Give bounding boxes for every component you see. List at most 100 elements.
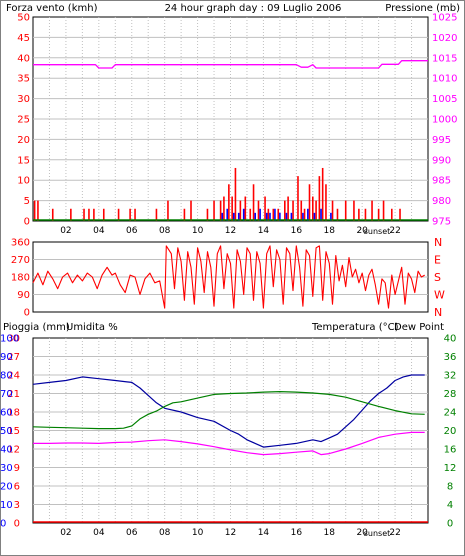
pressure-axis-tick: 985 [432, 176, 451, 187]
temperature-axis-tick: 4 [447, 500, 453, 511]
humidity-axis-title: Umidita % [66, 322, 118, 333]
pressure-axis-tick: 1025 [432, 13, 457, 24]
x-tick-label: 16 [291, 226, 303, 236]
rain-axis-tick: 6 [14, 482, 20, 493]
rain-axis-tick: 27 [7, 352, 20, 363]
pressure-axis-tick: 990 [432, 155, 451, 166]
direction-axis-tick: 270 [11, 255, 30, 266]
rain-axis-tick: 9 [14, 463, 20, 474]
pressure-axis-tick: 1000 [432, 115, 457, 126]
sunset-label: sunset [364, 529, 391, 538]
rain-axis-tick: 0 [14, 519, 20, 530]
temperature-axis-tick: 0 [447, 519, 453, 530]
temperature-axis-tick: 16 [444, 445, 457, 456]
temperature-axis-tick: 40 [444, 334, 457, 345]
x-tick-label: 08 [159, 528, 171, 538]
compass-label: N [434, 236, 442, 249]
compass-label: W [434, 289, 445, 302]
x-tick-label: 18 [324, 226, 336, 236]
pressure-line [33, 60, 428, 69]
x-tick-label: 18 [324, 528, 336, 538]
sunset-label: sunset [364, 227, 391, 236]
pressure-axis-tick: 975 [432, 217, 451, 228]
wind-axis-tick: 45 [17, 33, 30, 44]
humidity-axis-tick: 30 [0, 463, 13, 474]
humidity-axis-tick: 40 [0, 445, 13, 456]
x-tick-label: 14 [258, 528, 270, 538]
wind-axis-tick: 50 [17, 13, 30, 24]
x-tick-label: 04 [93, 226, 105, 236]
pressure-axis-tick: 980 [432, 196, 451, 207]
dewpoint-line [33, 431, 425, 456]
direction-axis-tick: 360 [11, 238, 30, 249]
x-tick-label: 22 [389, 226, 400, 236]
humidity-axis-tick: 20 [0, 482, 13, 493]
wind-axis-tick: 10 [17, 176, 30, 187]
humidity-line [32, 374, 425, 448]
temperature-axis-title: Temperatura (°C) [311, 322, 399, 333]
rain-axis-tick: 18 [7, 408, 20, 419]
temperature-axis-tick: 28 [444, 389, 457, 400]
compass-label: S [434, 271, 441, 284]
wind-axis-tick: 15 [17, 155, 30, 166]
x-tick-label: 16 [291, 528, 303, 538]
x-tick-label: 14 [258, 226, 270, 236]
wind-axis-tick: 30 [17, 94, 30, 105]
wind-axis-tick: 25 [17, 115, 30, 126]
direction-axis-tick: 180 [11, 273, 30, 284]
temperature-axis-tick: 24 [444, 408, 457, 419]
temperature-line [32, 391, 425, 430]
humidity-axis-tick: 70 [0, 389, 13, 400]
wind-axis-tick: 0 [24, 217, 30, 228]
temperature-axis-tick: 32 [444, 371, 457, 382]
x-tick-label: 20 [356, 528, 368, 538]
rain-axis-tick: 30 [7, 334, 20, 345]
x-tick-label: 22 [389, 528, 400, 538]
x-tick-label: 04 [93, 528, 105, 538]
humidity-axis-tick: 50 [0, 426, 13, 437]
rain-axis-tick: 3 [14, 500, 20, 511]
rain-axis-tick: 24 [7, 371, 20, 382]
chart-title: 24 hour graph day : 09 Luglio 2006 [165, 3, 342, 14]
temperature-axis-tick: 20 [444, 426, 457, 437]
humidity-axis-tick: 10 [0, 500, 13, 511]
wind-axis-tick: 40 [17, 53, 30, 64]
compass-label: N [434, 306, 442, 319]
x-tick-label: 12 [225, 528, 236, 538]
rain-axis-title: Pioggia (mm) [3, 322, 70, 333]
x-tick-label: 06 [126, 226, 138, 236]
direction-axis-tick: 0 [24, 308, 30, 319]
x-tick-label: 02 [60, 528, 71, 538]
direction-axis-tick: 90 [17, 290, 30, 301]
pressure-axis-title: Pressione (mb) [385, 3, 460, 14]
x-tick-label: 08 [159, 226, 171, 236]
wind-axis-tick: 20 [17, 135, 30, 146]
x-tick-label: 10 [192, 528, 204, 538]
humidity-axis-tick: 100 [0, 334, 19, 345]
x-tick-label: 02 [60, 226, 71, 236]
humidity-axis-tick: 80 [0, 371, 13, 382]
dewpoint-axis-title: Dew Point [394, 322, 444, 333]
rain-axis-tick: 21 [7, 389, 20, 400]
x-tick-label: 20 [356, 226, 368, 236]
wind-pressure-panel: 0510152025303540455097598098599099510001… [17, 13, 457, 237]
pressure-axis-tick: 1020 [432, 33, 457, 44]
temperature-axis-tick: 36 [444, 352, 457, 363]
temperature-humidity-panel: 0369121518212427300102030405060708090100… [0, 334, 456, 539]
rain-axis-tick: 12 [7, 445, 20, 456]
rain-axis-tick: 15 [7, 426, 20, 437]
wind-axis-tick: 35 [17, 74, 30, 85]
temperature-axis-tick: 8 [447, 482, 453, 493]
pressure-axis-tick: 1015 [432, 53, 457, 64]
wind-direction-line [32, 245, 425, 309]
humidity-axis-tick: 60 [0, 408, 13, 419]
temperature-axis-tick: 12 [444, 463, 457, 474]
wind-axis-tick: 5 [24, 196, 30, 207]
pressure-axis-tick: 1010 [432, 74, 457, 85]
humidity-axis-tick: 90 [0, 352, 13, 363]
wind-speed-axis-title: Forza vento (kmh) [6, 3, 98, 14]
x-tick-label: 06 [126, 528, 138, 538]
pressure-axis-tick: 1005 [432, 94, 457, 105]
